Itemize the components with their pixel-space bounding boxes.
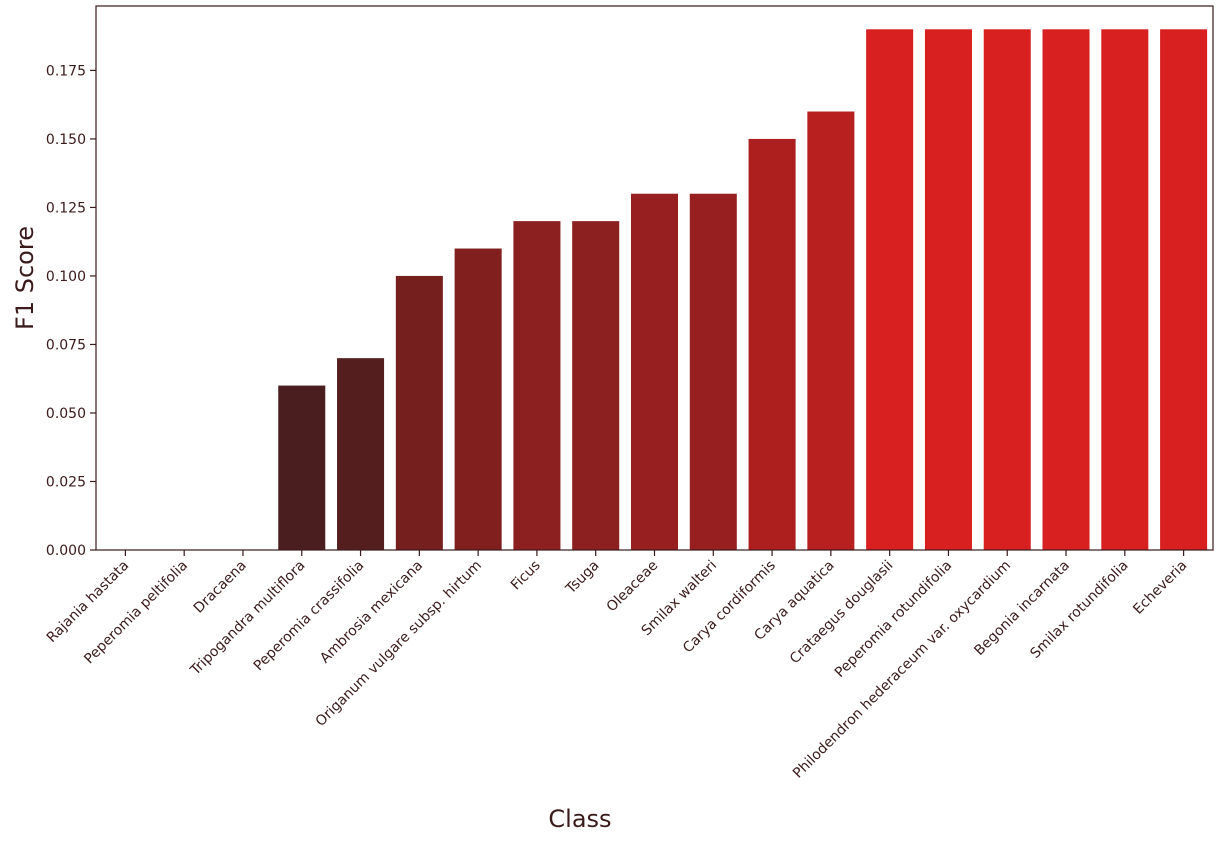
x-tick-label: Peperomia rotundifolia [832, 558, 955, 681]
bar [1160, 29, 1208, 551]
bar [395, 275, 443, 550]
bar [866, 29, 914, 551]
bars-layer [278, 29, 1208, 551]
x-axis-title: Class [548, 805, 611, 833]
bar [630, 193, 679, 551]
x-tick-label: Crataegus douglasii [787, 558, 897, 668]
x-tick-label: Oleaceae [604, 558, 662, 616]
bar [1101, 29, 1149, 551]
x-tick-label: Peperomia crassifolia [251, 558, 368, 675]
y-tick-label: 0.150 [46, 132, 86, 148]
y-tick-label: 0.075 [46, 337, 86, 353]
bar [454, 248, 502, 551]
bar [337, 358, 385, 550]
x-tick-label: Tsuga [562, 558, 602, 598]
y-axis-title: F1 Score [11, 226, 39, 330]
y-tick-label: 0.125 [46, 200, 86, 216]
bar [983, 29, 1031, 551]
y-tick-label: 0.100 [46, 269, 86, 285]
bar [278, 385, 326, 550]
bar [748, 138, 796, 551]
x-tick-label: Ambrosia mexicana [317, 558, 426, 667]
bar [807, 111, 855, 550]
y-tick-label: 0.175 [46, 63, 86, 79]
bar [513, 221, 561, 550]
x-tick-label: Peperomia peltifolia [81, 558, 191, 668]
y-tick-label: 0.025 [46, 474, 86, 490]
bar [689, 193, 737, 551]
y-tick-label: 0.000 [46, 543, 86, 559]
x-tick-label: Ficus [508, 558, 544, 594]
bar [572, 221, 620, 550]
y-tick-label: 0.050 [46, 406, 86, 422]
x-tick-label: Philodendron hederaceum var. oxycardium [790, 558, 1014, 782]
x-tick-label: Smilax rotundifolia [1027, 558, 1131, 662]
x-tick-label: Tripogandra multiflora [187, 558, 309, 680]
x-tick-label: Dracaena [191, 558, 250, 617]
x-tick-label: Echeveria [1130, 558, 1190, 618]
bar [1042, 29, 1090, 551]
bar [924, 29, 972, 551]
plot-frame [95, 5, 1214, 551]
